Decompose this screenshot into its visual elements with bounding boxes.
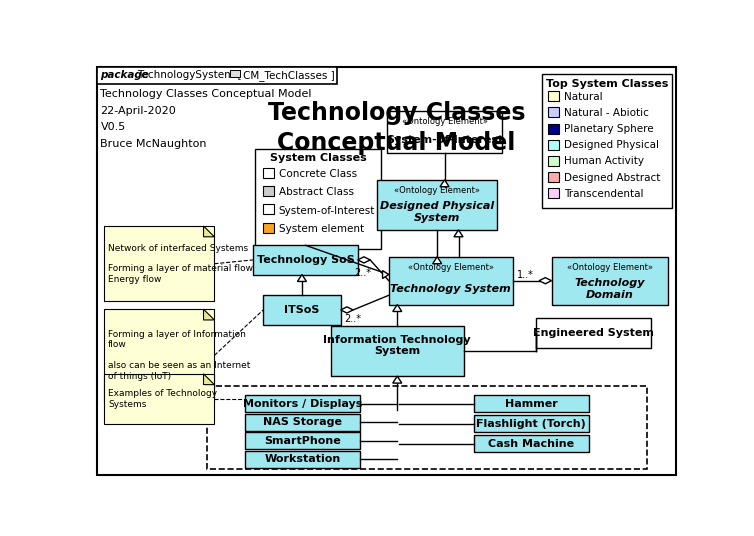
FancyBboxPatch shape xyxy=(551,257,668,304)
Text: Flashlight (Torch): Flashlight (Torch) xyxy=(477,419,586,429)
Text: Concrete Class: Concrete Class xyxy=(279,169,357,178)
Text: Examples of Technology
Systems: Examples of Technology Systems xyxy=(109,389,217,408)
Polygon shape xyxy=(341,307,353,313)
Text: Technology System: Technology System xyxy=(391,284,511,294)
FancyBboxPatch shape xyxy=(230,70,240,77)
FancyBboxPatch shape xyxy=(104,309,214,401)
FancyBboxPatch shape xyxy=(263,223,274,233)
FancyBboxPatch shape xyxy=(548,107,559,117)
Polygon shape xyxy=(433,257,442,264)
Text: Monitors / Displays: Monitors / Displays xyxy=(243,399,363,409)
FancyBboxPatch shape xyxy=(548,156,559,166)
Text: Network of interfaced Systems

Forming a layer of material flow
Energy flow: Network of interfaced Systems Forming a … xyxy=(109,244,253,284)
Text: 2..*: 2..* xyxy=(354,268,372,278)
FancyBboxPatch shape xyxy=(474,435,589,452)
FancyBboxPatch shape xyxy=(263,204,274,214)
FancyBboxPatch shape xyxy=(263,167,274,177)
Polygon shape xyxy=(440,180,449,187)
Text: SmartPhone: SmartPhone xyxy=(265,436,341,446)
FancyBboxPatch shape xyxy=(548,124,559,133)
Text: ITSoS: ITSoS xyxy=(284,305,320,315)
Text: CM_TechClasses ]: CM_TechClasses ] xyxy=(243,70,335,80)
Text: «Ontology Element»: «Ontology Element» xyxy=(566,263,653,272)
Text: Natural - Abiotic: Natural - Abiotic xyxy=(564,108,648,118)
Text: Human Activity: Human Activity xyxy=(564,157,644,166)
FancyBboxPatch shape xyxy=(542,73,673,209)
FancyBboxPatch shape xyxy=(389,257,513,304)
Polygon shape xyxy=(204,374,214,385)
Text: Designed Abstract: Designed Abstract xyxy=(564,173,661,183)
Text: Technology Classes Conceptual Model: Technology Classes Conceptual Model xyxy=(100,88,312,99)
FancyBboxPatch shape xyxy=(548,140,559,150)
Text: NAS Storage: NAS Storage xyxy=(263,418,342,427)
Text: «Ontology Element»: «Ontology Element» xyxy=(408,263,494,272)
Text: Natural: Natural xyxy=(564,92,602,102)
FancyBboxPatch shape xyxy=(548,172,559,182)
Text: System Classes: System Classes xyxy=(270,153,366,163)
FancyBboxPatch shape xyxy=(377,180,497,230)
Polygon shape xyxy=(204,226,214,237)
Text: System element: System element xyxy=(279,224,364,234)
FancyBboxPatch shape xyxy=(548,188,559,198)
Text: 22-April-2020: 22-April-2020 xyxy=(100,106,176,116)
Text: Engineered System: Engineered System xyxy=(533,328,654,338)
FancyBboxPatch shape xyxy=(263,186,274,196)
Text: Abstract Class: Abstract Class xyxy=(279,187,354,197)
FancyBboxPatch shape xyxy=(548,91,559,101)
Text: Designed Physical: Designed Physical xyxy=(564,140,659,150)
Text: Designed Physical
System: Designed Physical System xyxy=(380,202,495,223)
Text: «Ontology Element»: «Ontology Element» xyxy=(402,117,488,126)
FancyBboxPatch shape xyxy=(245,414,360,431)
FancyBboxPatch shape xyxy=(256,149,381,249)
FancyBboxPatch shape xyxy=(97,66,676,475)
Text: Technology SoS: Technology SoS xyxy=(256,255,354,265)
Polygon shape xyxy=(393,376,402,383)
Text: Technology Classes
Conceptual Model: Technology Classes Conceptual Model xyxy=(268,101,526,155)
FancyBboxPatch shape xyxy=(536,318,651,348)
Text: Bruce McNaughton: Bruce McNaughton xyxy=(100,139,207,150)
FancyBboxPatch shape xyxy=(97,66,337,84)
FancyBboxPatch shape xyxy=(330,326,464,376)
FancyBboxPatch shape xyxy=(104,374,214,424)
Text: Transcendental: Transcendental xyxy=(564,189,643,199)
FancyBboxPatch shape xyxy=(474,415,589,433)
Polygon shape xyxy=(204,309,214,320)
Text: TechnologySystem [: TechnologySystem [ xyxy=(137,70,241,80)
Text: System-of-Interest: System-of-Interest xyxy=(279,206,375,215)
Polygon shape xyxy=(454,230,463,237)
FancyBboxPatch shape xyxy=(245,396,360,412)
Text: 2..*: 2..* xyxy=(345,314,362,324)
Text: V0.5: V0.5 xyxy=(100,122,126,132)
FancyBboxPatch shape xyxy=(388,110,502,153)
Text: System-of-Interest: System-of-Interest xyxy=(386,135,503,145)
Polygon shape xyxy=(539,278,551,284)
Text: Cash Machine: Cash Machine xyxy=(489,439,575,449)
FancyBboxPatch shape xyxy=(474,396,589,412)
Text: Hammer: Hammer xyxy=(505,399,558,409)
FancyBboxPatch shape xyxy=(245,433,360,449)
FancyBboxPatch shape xyxy=(207,386,647,470)
Text: 1..*: 1..* xyxy=(517,270,535,280)
Text: Forming a layer of Information
flow

also can be seen as an Internet
of things (: Forming a layer of Information flow also… xyxy=(109,330,250,381)
Text: Top System Classes: Top System Classes xyxy=(546,79,669,88)
FancyBboxPatch shape xyxy=(104,226,214,301)
Text: package: package xyxy=(100,70,149,80)
Text: Technology
Domain: Technology Domain xyxy=(575,278,645,300)
Polygon shape xyxy=(297,274,306,281)
FancyBboxPatch shape xyxy=(253,245,357,274)
Text: Information Technology
System: Information Technology System xyxy=(323,334,471,356)
Polygon shape xyxy=(357,257,370,263)
Polygon shape xyxy=(393,304,402,311)
Polygon shape xyxy=(382,271,389,279)
Text: Workstation: Workstation xyxy=(265,455,341,464)
FancyBboxPatch shape xyxy=(263,295,341,325)
Text: «Ontology Element»: «Ontology Element» xyxy=(394,186,480,195)
FancyBboxPatch shape xyxy=(245,451,360,468)
Text: Planetary Sphere: Planetary Sphere xyxy=(564,124,654,134)
